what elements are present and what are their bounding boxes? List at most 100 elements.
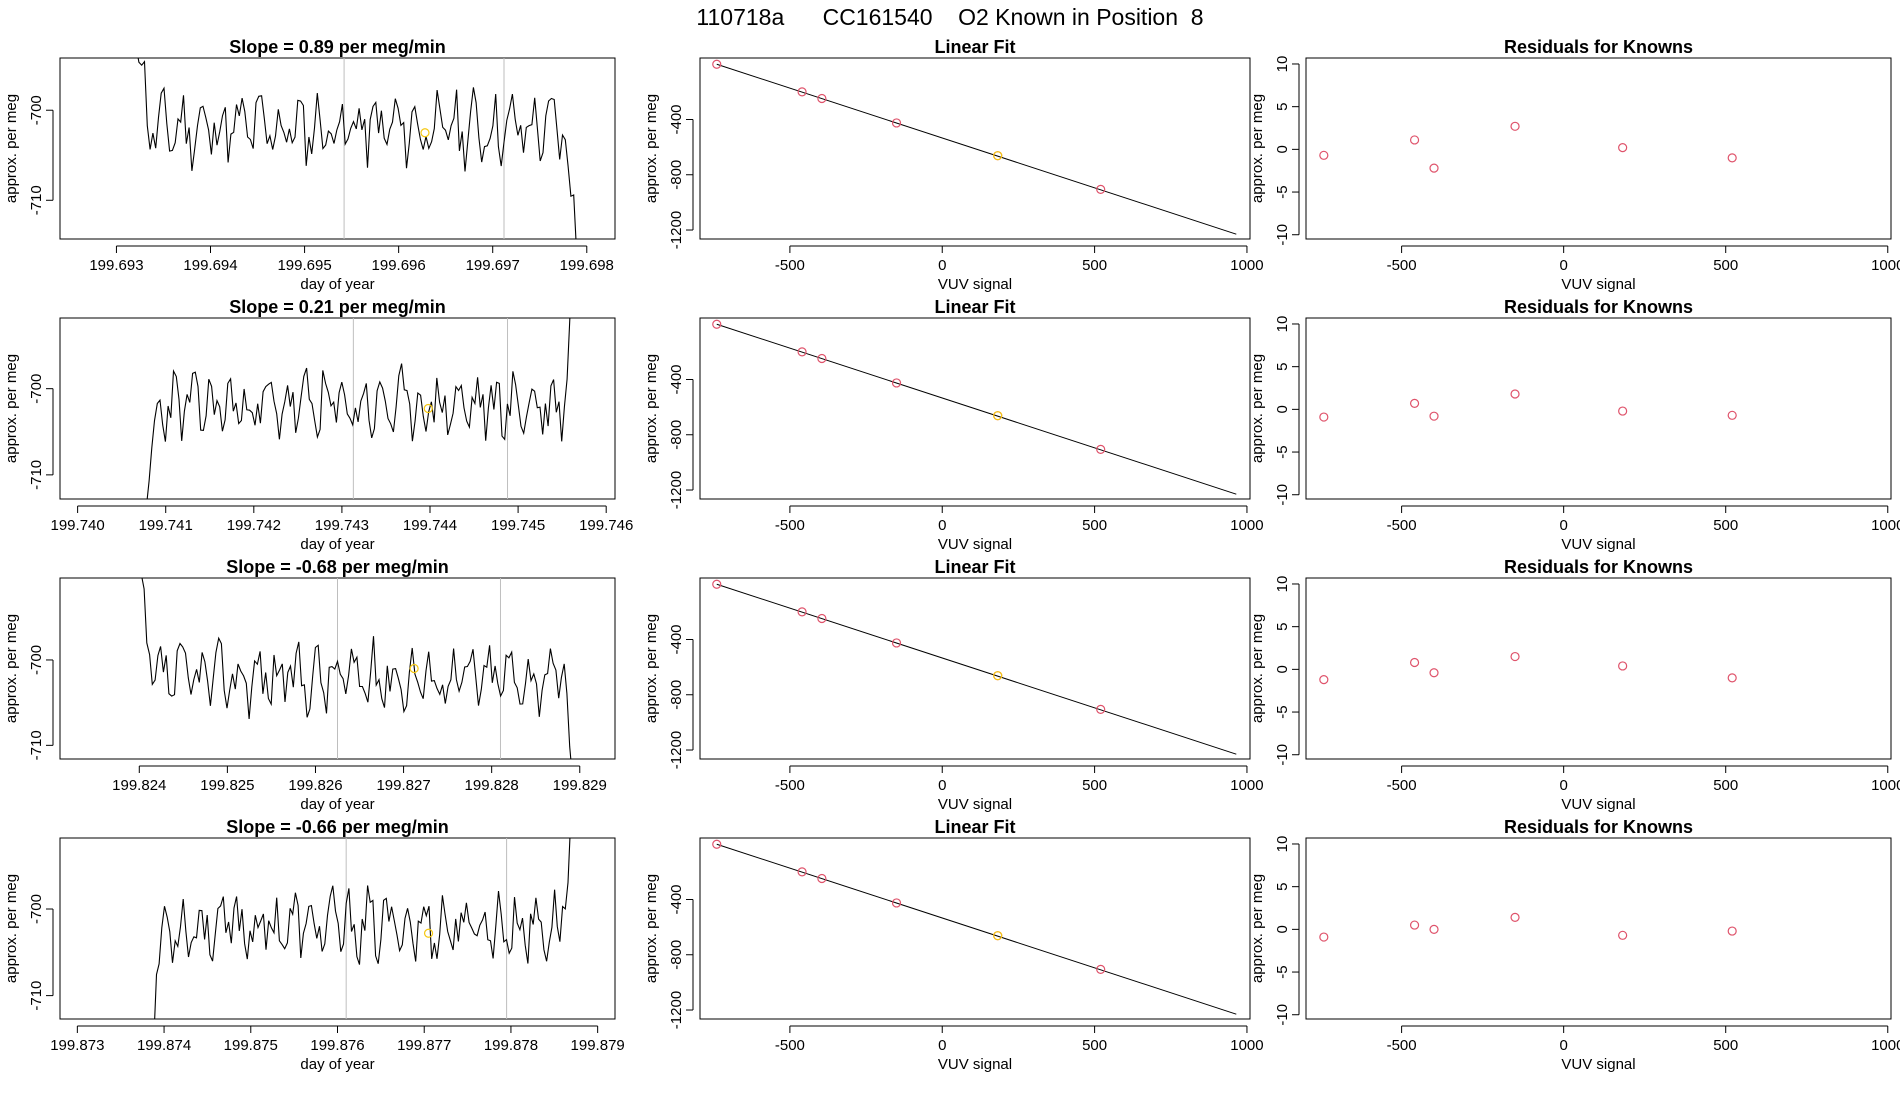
y-axis-label: approx. per meg [643,354,660,463]
y-tick-label: 5 [1274,362,1291,370]
x-tick-label: -500 [1387,777,1417,794]
known-point [1096,184,1106,194]
known-point [1096,964,1106,974]
x-tick-label: 199.877 [397,1037,451,1054]
x-axis-label: VUV signal [938,1056,1012,1073]
chart-title: Residuals for Knowns [1504,297,1693,317]
known-point [817,613,827,624]
highlight-point [423,403,433,414]
chart-title: Residuals for Knowns [1504,37,1693,57]
x-tick-label: 500 [1713,1037,1738,1054]
known-point [1409,398,1420,408]
plot-area [1319,121,1737,173]
x-tick-label: 500 [1082,517,1107,534]
y-tick-label: 10 [1274,56,1291,73]
known-point [1429,411,1439,421]
chart-title: Linear Fit [934,37,1015,57]
y-axis-label: approx. per meg [643,94,660,203]
known-point [1727,926,1737,936]
x-axis-label: VUV signal [1561,796,1635,813]
x-tick-label: 199.825 [200,777,254,794]
x-axis-label: VUV signal [938,796,1012,813]
chart-panel-6: Residuals for Knowns -500 0 500 1000 VUV sign… [1249,297,1900,553]
highlight-point [993,411,1003,421]
x-axis-label: VUV signal [938,536,1012,553]
plot-area [146,318,571,499]
x-tick-label: 199.826 [288,777,342,794]
plot-frame [699,577,1251,760]
y-tick-label: -800 [668,680,685,710]
x-tick-label: 1000 [1871,777,1900,794]
plot-frame [1305,837,1892,1020]
known-point [1319,674,1329,685]
y-tick-label: -400 [668,624,685,654]
plot-frame [699,837,1251,1020]
y-tick-label: -800 [668,160,685,190]
y-tick-label: -5 [1274,185,1291,198]
x-tick-label: 0 [1559,517,1567,534]
plot-frame [1305,57,1892,240]
y-tick-label: 5 [1274,882,1291,890]
chart-title: Linear Fit [934,557,1015,577]
known-point [1319,412,1329,422]
known-point [1618,930,1628,940]
x-tick-label: 199.740 [51,517,105,534]
x-tick-label: 199.697 [466,257,520,274]
known-point [891,118,902,128]
known-point [712,319,722,329]
x-tick-label: 199.695 [277,257,331,274]
x-tick-label: -500 [775,517,805,534]
plot-frame [59,837,616,1020]
known-point [797,867,807,877]
plot-frame [699,57,1251,240]
x-tick-label: 199.874 [137,1037,191,1054]
known-point [1618,661,1628,671]
x-tick-label: 0 [938,1037,946,1054]
y-tick-label: -10 [1274,224,1291,246]
page-title: 110718a CC161540 O2 Known in Position 8 [696,4,1204,30]
x-tick-label: 199.879 [571,1037,625,1054]
y-tick-label: -400 [668,884,685,914]
y-tick-label: 10 [1274,316,1291,333]
known-point [891,638,902,648]
plot-frame [1305,317,1892,500]
plot-frame [59,317,616,500]
x-tick-label: 199.829 [553,777,607,794]
y-tick-label: -5 [1274,445,1291,458]
y-tick-label: -10 [1274,744,1291,766]
y-axis-label: approx. per meg [1249,874,1266,983]
chart-title: Slope = -0.68 per meg/min [226,557,449,577]
plot-area [1319,651,1737,685]
known-point [1727,410,1737,420]
known-point [797,607,807,617]
x-axis-label: VUV signal [1561,1056,1635,1073]
y-tick-label: -710 [28,730,45,760]
chart-title: Linear Fit [934,297,1015,317]
chart-panel-12: Residuals for Knowns -500 0 500 1000 VUV sign… [1249,817,1900,1073]
chart-panel-9: Residuals for Knowns -500 0 500 1000 VUV sign… [1249,557,1900,813]
x-tick-label: -500 [775,1037,805,1054]
y-tick-label: -5 [1274,705,1291,718]
y-tick-label: 0 [1274,145,1291,153]
x-tick-label: 199.698 [560,257,614,274]
x-tick-label: 1000 [1871,517,1900,534]
x-tick-label: 199.876 [310,1037,364,1054]
data-trace-line [154,838,571,1019]
x-axis-label: day of year [300,276,374,293]
y-tick-label: 0 [1274,925,1291,933]
plot-area [712,839,1237,1015]
y-axis-label: approx. per meg [3,94,20,203]
known-point [1096,444,1106,454]
x-axis-label: day of year [300,536,374,553]
chart-title: Residuals for Knowns [1504,817,1693,837]
plot-frame [699,317,1251,500]
known-point [797,347,807,357]
known-point [1429,668,1439,678]
y-tick-label: 0 [1274,665,1291,673]
known-point [1429,163,1439,173]
y-axis-label: approx. per meg [1249,354,1266,463]
y-tick-label: -800 [668,940,685,970]
y-tick-label: -1200 [668,731,685,769]
x-tick-label: 199.696 [372,257,426,274]
known-point [1510,389,1520,399]
